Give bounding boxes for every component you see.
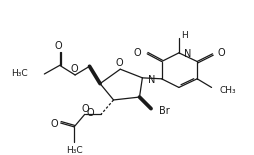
- Text: O: O: [134, 48, 141, 58]
- Text: H: H: [181, 31, 187, 40]
- Text: O: O: [50, 119, 58, 129]
- Text: O: O: [217, 48, 225, 58]
- Text: H₃C: H₃C: [11, 69, 28, 78]
- Text: O: O: [82, 104, 89, 114]
- Text: N: N: [148, 75, 156, 85]
- Text: N: N: [184, 49, 191, 59]
- Text: H₃C: H₃C: [66, 146, 83, 155]
- Text: O: O: [87, 108, 94, 118]
- Text: O: O: [55, 41, 62, 51]
- Text: O: O: [116, 58, 123, 68]
- Text: Br: Br: [159, 106, 169, 115]
- Text: O: O: [70, 64, 78, 74]
- Text: CH₃: CH₃: [219, 86, 236, 95]
